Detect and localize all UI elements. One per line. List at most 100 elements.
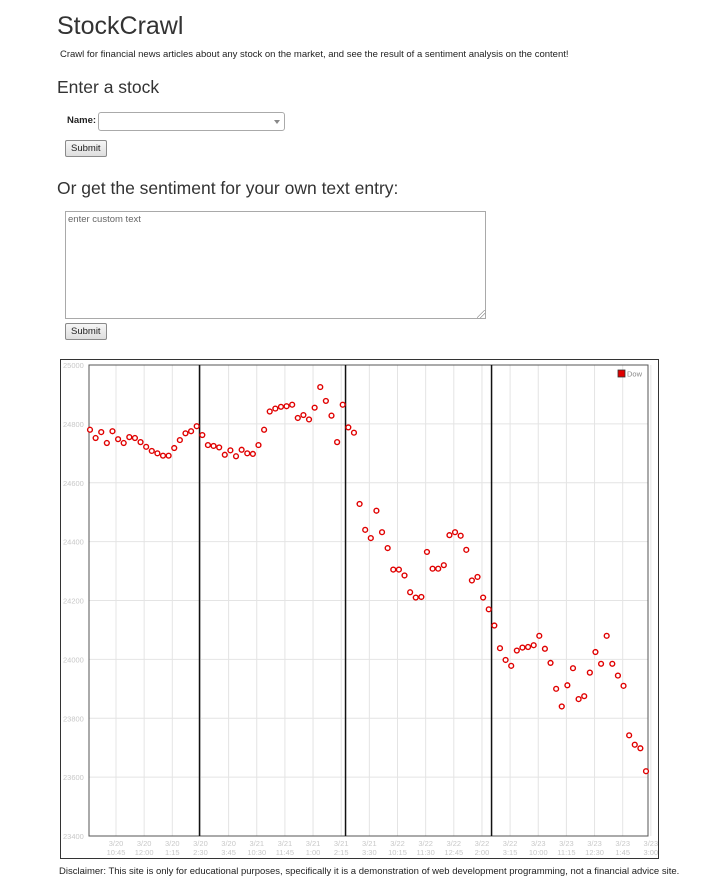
data-point: [412, 594, 419, 601]
x-tick-label-time: 10:00: [529, 848, 548, 857]
data-point: [272, 405, 279, 412]
data-point: [283, 403, 290, 410]
data-point: [216, 444, 223, 451]
stock-section-heading: Enter a stock: [57, 77, 160, 97]
data-point: [626, 732, 633, 739]
custom-text-input[interactable]: [65, 211, 486, 319]
legend-swatch: [617, 369, 626, 378]
legend-label: Dow: [627, 370, 643, 379]
y-tick-label: 24000: [63, 655, 84, 664]
data-point: [311, 404, 318, 411]
y-tick-label: 24800: [63, 420, 84, 429]
data-point: [491, 622, 498, 629]
data-point: [137, 439, 144, 446]
x-tick-label-time: 2:00: [475, 848, 490, 857]
data-point: [541, 645, 549, 652]
custom-text-submit-button[interactable]: Submit: [65, 323, 107, 340]
y-tick-label: 23600: [63, 773, 84, 782]
stock-submit-button[interactable]: Submit: [65, 140, 107, 157]
data-point: [199, 431, 206, 439]
y-tick-label: 24600: [63, 479, 84, 488]
y-tick-label: 23800: [63, 714, 84, 723]
data-point: [384, 545, 391, 552]
data-point: [614, 672, 622, 679]
x-tick-label-time: 3:15: [503, 848, 518, 857]
x-tick-label-time: 3:00: [644, 848, 658, 857]
data-point: [289, 401, 296, 408]
data-point: [367, 534, 374, 542]
data-point: [109, 428, 116, 435]
data-point: [524, 643, 532, 651]
data-point: [126, 434, 133, 441]
data-point: [143, 443, 150, 450]
data-point: [513, 647, 520, 654]
y-tick-label: 23400: [63, 832, 84, 841]
data-point: [244, 450, 251, 457]
custom-text-section-heading: Or get the sentiment for your own text e…: [57, 178, 399, 198]
data-point: [457, 532, 464, 539]
stock-name-label: Name:: [67, 115, 97, 126]
x-tick-label-time: 3:30: [362, 848, 377, 857]
x-tick-label-time: 2:30: [193, 848, 208, 857]
data-point: [266, 408, 273, 415]
data-point: [463, 546, 470, 553]
x-tick-label-time: 10:30: [247, 848, 266, 857]
resize-grip-icon[interactable]: [477, 310, 485, 318]
data-point: [317, 383, 324, 391]
data-point: [536, 632, 543, 639]
x-tick-label-time: 11:30: [417, 848, 435, 857]
data-point: [193, 423, 200, 430]
x-tick-label-date: 3/21: [334, 839, 349, 848]
data-point: [407, 589, 414, 596]
data-point: [294, 414, 301, 422]
chart-canvas: 23400 23600 23800 24000 24200 24400 24600 24800…: [63, 361, 658, 857]
data-point: [558, 703, 565, 710]
x-tick-label-date: 3/20: [193, 839, 208, 848]
x-tick-label-date: 3/20: [109, 839, 124, 848]
data-point: [390, 566, 397, 573]
stock-select[interactable]: [98, 112, 285, 131]
data-point: [401, 572, 408, 579]
disclaimer-text: Disclaimer: This site is only for educat…: [59, 866, 680, 877]
data-point: [440, 562, 447, 569]
data-point: [508, 662, 515, 669]
data-point: [609, 660, 616, 667]
x-tick-label-time: 1:15: [165, 848, 180, 857]
data-point: [553, 685, 560, 692]
site-description: Crawl for financial news articles about …: [60, 49, 569, 60]
data-point: [631, 741, 638, 748]
x-tick-label-time: 3:45: [221, 848, 236, 857]
data-point: [637, 745, 644, 752]
data-point: [148, 447, 155, 455]
data-point: [131, 434, 139, 442]
data-point: [592, 648, 599, 656]
data-point: [597, 660, 605, 667]
data-point: [171, 444, 178, 452]
x-tick-label-date: 3/23: [615, 839, 630, 848]
data-point: [103, 439, 110, 447]
data-point: [249, 450, 256, 458]
x-tick-label-time: 10:15: [388, 848, 407, 857]
data-point: [429, 565, 436, 572]
data-point: [98, 429, 105, 436]
x-tick-label-time: 1:45: [615, 848, 630, 857]
x-tick-label-date: 3/23: [531, 839, 546, 848]
data-point: [165, 452, 172, 459]
data-point: [575, 696, 582, 703]
data-point: [339, 401, 346, 408]
data-point: [277, 403, 285, 410]
data-point: [204, 441, 212, 449]
x-tick-label-time: 11:15: [557, 848, 575, 857]
data-point: [154, 450, 161, 457]
plot-border: [88, 364, 649, 837]
data-point: [519, 644, 526, 651]
data-point: [300, 411, 307, 419]
x-tick-label-date: 3/22: [418, 839, 433, 848]
data-point: [451, 529, 459, 536]
x-tick-label-time: 12:45: [444, 848, 463, 857]
data-point: [569, 665, 577, 672]
y-tick-label: 24200: [63, 597, 84, 606]
data-point: [564, 682, 571, 689]
sentiment-chart: 23400 23600 23800 24000 24200 24400 24600 24800…: [60, 359, 659, 859]
data-point: [362, 526, 369, 533]
